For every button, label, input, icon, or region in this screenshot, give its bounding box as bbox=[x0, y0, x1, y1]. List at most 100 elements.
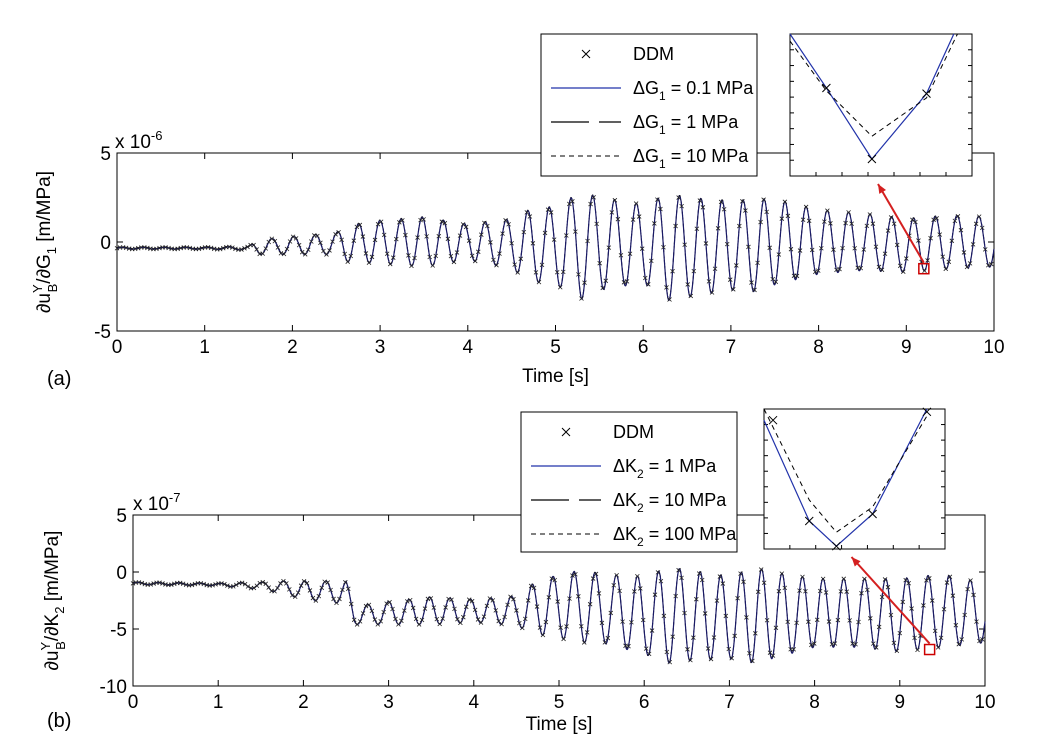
ddm-marker bbox=[841, 576, 847, 582]
ddm-marker bbox=[509, 240, 514, 246]
ddm-marker bbox=[585, 238, 590, 244]
legend-box bbox=[540, 33, 758, 177]
ddm-marker bbox=[440, 616, 445, 621]
series-solid bbox=[132, 568, 986, 664]
x-tick-label: 0 bbox=[128, 692, 139, 713]
ddm-marker bbox=[844, 589, 849, 595]
ddm-marker bbox=[956, 641, 962, 647]
ddm-marker bbox=[579, 296, 584, 301]
ddm-marker bbox=[603, 278, 609, 284]
zoom-arrowhead bbox=[878, 184, 887, 194]
ddm-marker bbox=[561, 636, 566, 642]
ddm-marker bbox=[831, 247, 836, 252]
panel-label: (b) bbox=[47, 710, 71, 732]
ddm-marker bbox=[970, 242, 976, 247]
ddm-marker bbox=[876, 624, 882, 630]
ddm-marker bbox=[946, 259, 952, 265]
ddm-marker bbox=[888, 612, 894, 618]
ddm-marker bbox=[591, 195, 596, 200]
ddm-marker bbox=[415, 235, 420, 240]
ddm-marker bbox=[316, 593, 322, 599]
ddm-marker bbox=[360, 611, 366, 616]
ddm-marker bbox=[325, 580, 330, 585]
ddm-marker bbox=[542, 230, 548, 236]
ddm-marker bbox=[393, 616, 398, 622]
ddm-marker bbox=[846, 210, 851, 215]
ddm-marker bbox=[868, 616, 873, 621]
ddm-marker bbox=[639, 246, 645, 251]
ddm-marker bbox=[430, 263, 436, 268]
ddm-marker bbox=[636, 214, 642, 219]
ddm-marker bbox=[979, 225, 985, 231]
ddm-marker bbox=[490, 598, 496, 603]
ddm-marker bbox=[307, 588, 313, 593]
ddm-marker bbox=[458, 620, 463, 626]
ddm-marker bbox=[527, 214, 533, 219]
ddm-marker bbox=[952, 218, 958, 224]
ddm-marker bbox=[758, 567, 764, 572]
ddm-marker bbox=[909, 606, 914, 611]
ddm-marker bbox=[958, 227, 964, 233]
ddm-marker bbox=[721, 206, 727, 212]
ddm-marker bbox=[340, 587, 345, 593]
ddm-marker bbox=[366, 260, 372, 265]
ddm-marker bbox=[661, 613, 667, 619]
ddm-marker bbox=[910, 217, 915, 223]
ddm-marker bbox=[682, 242, 687, 248]
ddm-marker bbox=[454, 250, 460, 255]
ddm-marker bbox=[337, 596, 342, 602]
ddm-marker bbox=[758, 219, 763, 225]
legend-label: DDM bbox=[633, 44, 674, 64]
ddm-marker bbox=[239, 580, 245, 586]
ddm-marker bbox=[472, 607, 478, 613]
ddm-marker bbox=[558, 625, 563, 630]
ddm-marker bbox=[723, 613, 729, 619]
ddm-marker bbox=[390, 255, 396, 260]
ddm-marker bbox=[806, 218, 812, 224]
ddm-marker bbox=[302, 252, 308, 257]
ddm-marker bbox=[935, 645, 941, 650]
legend-marker bbox=[581, 49, 591, 59]
ddm-marker bbox=[260, 579, 266, 585]
ddm-marker bbox=[809, 642, 814, 648]
ddm-marker bbox=[343, 580, 348, 585]
ddm-marker bbox=[346, 586, 351, 592]
inset-marker bbox=[922, 407, 932, 417]
ddm-marker bbox=[989, 261, 994, 267]
ddm-marker bbox=[679, 203, 684, 209]
ddm-marker bbox=[445, 236, 451, 242]
x-axis-label: Time [s] bbox=[526, 714, 593, 735]
ddm-marker bbox=[549, 576, 555, 581]
ddm-marker bbox=[823, 590, 829, 595]
ddm-marker bbox=[222, 581, 227, 587]
zoom-inset bbox=[789, 33, 973, 177]
ddm-marker bbox=[706, 279, 712, 284]
ddm-marker bbox=[536, 279, 542, 285]
inset-marker bbox=[922, 89, 931, 98]
ddm-marker bbox=[251, 242, 256, 248]
ddm-marker bbox=[752, 287, 757, 293]
ddm-marker bbox=[873, 645, 879, 650]
ddm-marker bbox=[943, 266, 949, 272]
ddm-marker bbox=[512, 262, 517, 267]
ddm-marker bbox=[640, 617, 646, 623]
ddm-marker bbox=[506, 221, 511, 227]
ddm-marker bbox=[290, 234, 296, 240]
ddm-marker bbox=[637, 586, 643, 591]
ddm-marker bbox=[608, 610, 614, 616]
x-tick-label: 10 bbox=[974, 692, 995, 713]
inset-marker bbox=[832, 541, 841, 551]
ddm-marker bbox=[304, 580, 310, 586]
ddm-marker bbox=[466, 597, 472, 602]
ddm-marker bbox=[812, 269, 818, 275]
ddm-marker bbox=[239, 247, 244, 252]
ddm-marker bbox=[260, 251, 265, 256]
series-dashed bbox=[116, 194, 995, 301]
ddm-marker bbox=[463, 224, 469, 230]
ddm-marker bbox=[800, 217, 806, 223]
ddm-marker bbox=[712, 266, 718, 272]
ddm-marker bbox=[287, 239, 293, 244]
ddm-marker bbox=[897, 263, 903, 269]
ddm-marker bbox=[442, 220, 448, 226]
ddm-marker bbox=[593, 571, 599, 577]
